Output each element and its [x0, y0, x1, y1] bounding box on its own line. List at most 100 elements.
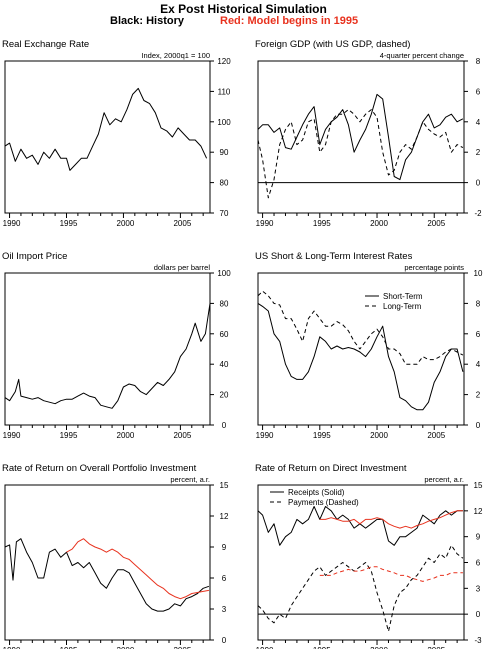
series-line-2: [257, 544, 464, 632]
plot-frame: [257, 484, 465, 641]
legend-label: Short-Term: [383, 292, 423, 301]
x-tick-label: 1990: [3, 646, 21, 649]
y-tick-label: 10: [474, 269, 483, 278]
y-tick-label: 9: [222, 543, 227, 552]
chart-title: Real Exchange Rate: [2, 39, 89, 50]
chart-2: Foreign GDP (with US GDP, dashed)4-quart…: [255, 39, 482, 228]
subtitle-history: Black: History: [110, 15, 184, 27]
chart-6: Rate of Return on Direct Investment perce…: [255, 463, 483, 649]
series-line-1: [257, 93, 464, 181]
chart-units: 4-quarter percent change: [380, 51, 464, 60]
series-line-2: [257, 109, 464, 199]
x-tick-label: 2000: [117, 431, 135, 440]
plot-frame: [4, 484, 211, 641]
x-tick-label: 2000: [370, 431, 388, 440]
plot-frame: [4, 272, 211, 426]
y-tick-label: 0: [222, 636, 227, 645]
x-tick-label: 1995: [313, 219, 331, 228]
x-tick-label: 2005: [173, 219, 191, 228]
y-tick-label: 15: [474, 481, 483, 490]
y-tick-label: 6: [222, 574, 227, 583]
y-tick-label: 60: [220, 330, 229, 339]
chart-units: percent, a.r.: [170, 475, 210, 484]
y-tick-label: 0: [476, 179, 481, 188]
y-tick-label: 12: [220, 512, 229, 521]
y-tick-label: 80: [220, 299, 229, 308]
chart-3: Oil Import Price dollars per barrel 0 20 40 6…: [2, 251, 231, 440]
x-tick-label: 1995: [60, 431, 78, 440]
chart-units: Index, 2000q1 = 100: [141, 51, 210, 60]
y-tick-label: 4: [476, 118, 481, 127]
series-line-2: [66, 538, 209, 600]
series-line-1: [257, 302, 464, 411]
y-tick-label: -2: [474, 209, 482, 218]
y-tick-label: 8: [476, 299, 481, 308]
series-line-1: [4, 303, 211, 409]
y-tick-label: 40: [220, 360, 229, 369]
legend-label: Receipts (Solid): [288, 488, 345, 497]
chart-4: US Short & Long-Term Interest Ratesperce…: [255, 251, 483, 440]
series-line-1: [4, 538, 210, 612]
y-tick-label: 3: [476, 584, 481, 593]
y-tick-label: 6: [476, 330, 481, 339]
x-tick-label: 2005: [427, 219, 445, 228]
plot-frame: [4, 60, 211, 214]
subtitle-model: Red: Model begins in 1995: [220, 15, 359, 27]
y-tick-label: 70: [220, 209, 229, 218]
y-tick-label: 3: [222, 605, 227, 614]
plot-frame: [257, 60, 465, 214]
x-tick-label: 1990: [256, 646, 274, 649]
y-tick-label: 9: [476, 533, 481, 542]
y-tick-label: 20: [220, 391, 229, 400]
chart-title: Oil Import Price: [2, 251, 67, 262]
x-tick-label: 1990: [3, 431, 21, 440]
x-tick-label: 1995: [313, 646, 331, 649]
page-title: Ex Post Historical Simulation: [160, 2, 327, 16]
y-tick-label: 80: [220, 179, 229, 188]
x-tick-label: 2005: [427, 646, 445, 649]
y-tick-label: 0: [476, 421, 481, 430]
x-tick-label: 2000: [117, 219, 135, 228]
y-tick-label: 6: [476, 87, 481, 96]
x-tick-label: 1990: [3, 219, 21, 228]
x-tick-label: 1995: [60, 219, 78, 228]
y-tick-label: 15: [220, 481, 229, 490]
x-tick-label: 2005: [427, 431, 445, 440]
y-tick-label: 8: [476, 57, 481, 66]
plot-frame: [257, 272, 465, 426]
x-tick-label: 1990: [256, 219, 274, 228]
x-tick-label: 1995: [60, 646, 78, 649]
y-tick-label: 0: [222, 421, 227, 430]
x-tick-label: 2005: [173, 431, 191, 440]
legend-label: Payments (Dashed): [288, 498, 359, 507]
chart-title: Rate of Return on Direct Investment: [255, 463, 407, 474]
chart-units: percent, a.r.: [424, 475, 464, 484]
y-tick-label: -3: [474, 636, 482, 645]
y-tick-label: 6: [476, 559, 481, 568]
y-tick-label: 110: [218, 87, 231, 96]
y-tick-label: 2: [476, 148, 481, 157]
y-tick-label: 12: [474, 507, 483, 516]
chart-title: Foreign GDP (with US GDP, dashed): [255, 39, 410, 50]
y-tick-label: 120: [217, 57, 231, 66]
series-line-3: [319, 510, 463, 529]
y-tick-label: 2: [476, 391, 481, 400]
x-tick-label: 2000: [370, 219, 388, 228]
y-tick-label: 100: [217, 118, 231, 127]
y-tick-label: 4: [476, 360, 481, 369]
x-tick-label: 2005: [173, 646, 191, 649]
chart-units: dollars per barrel: [154, 263, 211, 272]
chart-title: Rate of Return on Overall Portfolio Inve…: [2, 463, 197, 474]
y-tick-label: 90: [220, 148, 229, 157]
x-tick-label: 2000: [117, 646, 135, 649]
legend-label: Long-Term: [383, 302, 422, 311]
chart-5: Rate of Return on Overall Portfolio Inve…: [2, 463, 229, 649]
x-tick-label: 2000: [370, 646, 388, 649]
chart-units: percentage points: [404, 263, 464, 272]
x-tick-label: 1990: [256, 431, 274, 440]
x-tick-label: 1995: [313, 431, 331, 440]
y-tick-label: 100: [217, 269, 231, 278]
series-line-4: [319, 566, 463, 582]
chart-title: US Short & Long-Term Interest Rates: [255, 251, 413, 262]
